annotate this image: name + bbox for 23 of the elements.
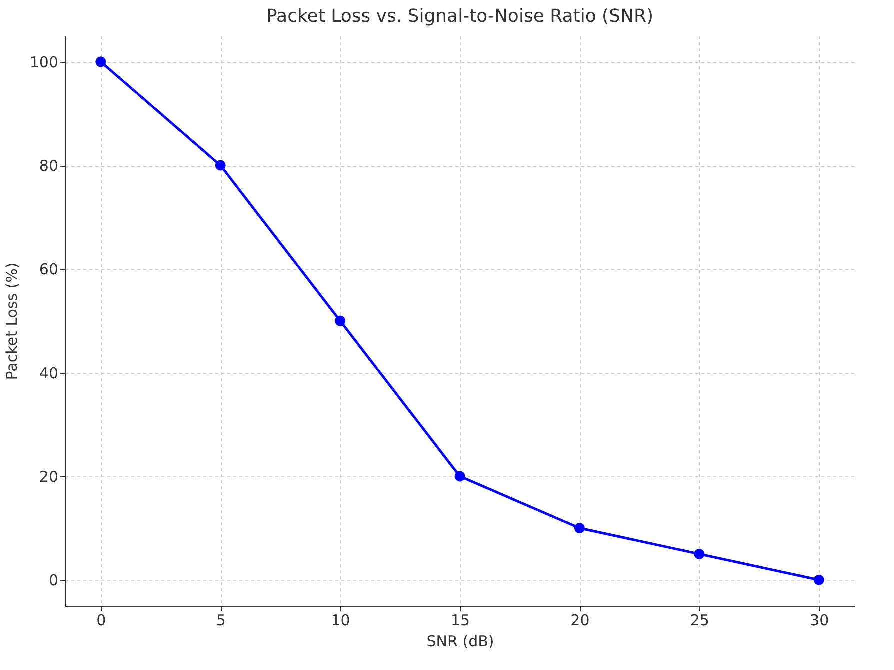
y-tick-label: 20 — [39, 468, 58, 486]
y-tick-label: 60 — [39, 260, 58, 279]
x-tick-label: 10 — [331, 612, 350, 630]
x-tick-label: 15 — [450, 612, 470, 630]
x-axis-title: SNR (dB) — [426, 632, 494, 650]
y-tick-label: 80 — [39, 157, 58, 176]
point — [215, 160, 226, 171]
point — [694, 548, 705, 560]
x-tick-label: 5 — [216, 612, 226, 630]
point — [335, 316, 346, 326]
point — [574, 523, 585, 534]
y-tick-label: 100 — [30, 53, 58, 72]
y-tick-label: 0 — [48, 572, 58, 590]
x-tick-label: 25 — [690, 612, 710, 630]
x-tick-label: 30 — [810, 612, 830, 630]
y-tick-label: 40 — [39, 364, 58, 382]
chart-title: Packet Loss vs. Signal-to-Noise Ratio (SNR) — [266, 6, 654, 27]
x-tick-label: 20 — [570, 612, 590, 630]
x-tick-label: 0 — [96, 612, 106, 630]
point — [814, 574, 824, 586]
y-axis-title: Packet Loss (%) — [2, 262, 21, 380]
point — [96, 56, 106, 68]
point — [454, 471, 466, 482]
